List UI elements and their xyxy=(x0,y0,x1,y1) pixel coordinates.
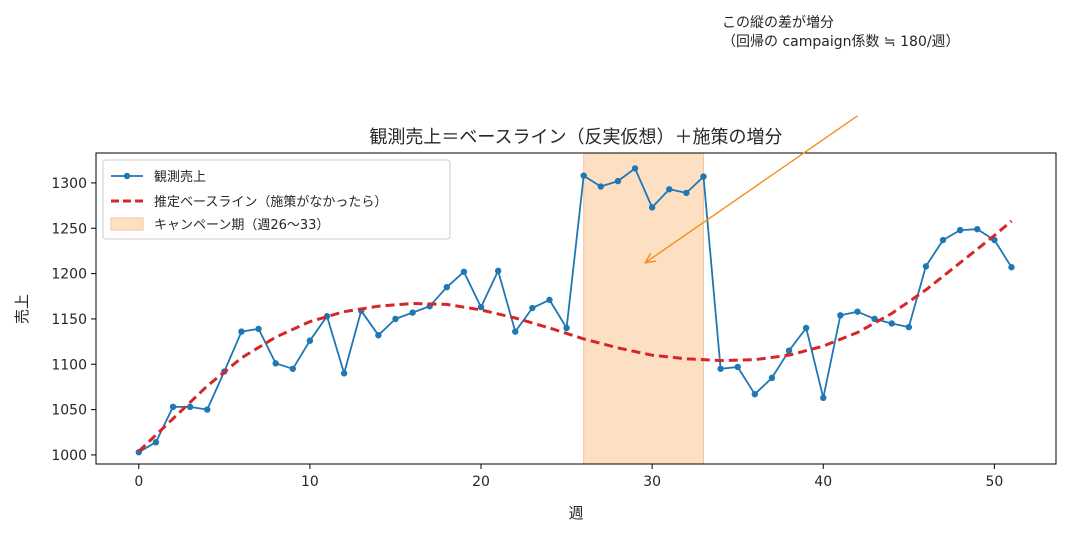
data-point-observed xyxy=(186,403,194,411)
x-tick-label: 40 xyxy=(814,474,832,490)
data-point-observed xyxy=(512,328,519,335)
data-point-observed xyxy=(580,172,587,179)
y-tick-label: 1300 xyxy=(51,176,87,192)
plot-frame xyxy=(95,152,1057,465)
data-point-observed xyxy=(922,263,930,270)
annotation-text-line1: この縦の差が増分 xyxy=(722,15,834,31)
y-tick-label: 1250 xyxy=(51,221,87,237)
annotation: この縦の差が増分 （回帰の campaign係数 ≒ 180/週） xyxy=(643,15,960,264)
data-point-observed xyxy=(905,323,913,331)
data-point-observed xyxy=(1008,264,1015,271)
annotation-arrow xyxy=(644,115,858,264)
series-layer xyxy=(135,165,1015,456)
data-point-observed xyxy=(238,328,245,335)
data-point-observed xyxy=(546,296,553,304)
x-tick-label: 0 xyxy=(134,474,143,490)
legend-frame xyxy=(102,159,451,240)
data-point-observed xyxy=(820,394,827,402)
axes-layer: 0 10 20 30 40 50 1000 1050 1100 1150 1200 1250 1300 xyxy=(51,152,1057,490)
data-point-observed xyxy=(169,403,177,411)
data-point-observed xyxy=(734,363,741,371)
data-point-observed xyxy=(785,347,793,354)
data-point-observed xyxy=(939,236,947,244)
y-tick-label: 1150 xyxy=(51,312,87,328)
data-point-observed xyxy=(477,303,485,311)
campaign-band xyxy=(583,152,704,465)
data-point-observed xyxy=(494,267,502,275)
x-tick-label: 50 xyxy=(985,474,1003,490)
x-tick-label: 30 xyxy=(643,474,661,490)
legend-swatch-campaign xyxy=(110,217,144,231)
annotation-arrow-head xyxy=(643,252,657,264)
data-point-observed xyxy=(888,320,895,327)
data-point-observed xyxy=(375,332,382,339)
data-point-observed xyxy=(409,309,416,316)
legend-label-baseline: 推定ベースライン（施策がなかったら） xyxy=(154,194,387,210)
series-line-baseline xyxy=(137,219,1013,453)
x-tick-label: 20 xyxy=(472,474,490,490)
data-point-observed xyxy=(529,304,536,312)
data-point-observed xyxy=(152,439,160,446)
data-point-observed xyxy=(837,312,844,319)
data-point-observed xyxy=(614,177,622,185)
y-tick-label: 1050 xyxy=(51,403,87,419)
data-point-observed xyxy=(648,204,656,211)
data-point-observed xyxy=(717,365,724,372)
data-point-observed xyxy=(974,225,981,233)
data-point-observed xyxy=(700,173,707,180)
annotation-text-line2: （回帰の campaign係数 ≒ 180/週） xyxy=(722,33,960,50)
legend-marker-observed xyxy=(123,172,131,180)
data-point-observed xyxy=(597,183,605,190)
legend-label-campaign: キャンペーン期（週26〜33） xyxy=(154,218,329,233)
data-point-observed xyxy=(392,315,399,323)
data-point-observed xyxy=(683,189,690,197)
data-point-observed xyxy=(768,374,776,382)
data-point-observed xyxy=(204,406,211,413)
data-point-observed xyxy=(631,165,639,172)
chart-title: 観測売上＝ベースライン（反実仮想）＋施策の増分 xyxy=(369,127,782,148)
data-point-observed xyxy=(443,283,451,291)
data-point-observed xyxy=(306,337,314,344)
series-line-observed xyxy=(138,167,1013,453)
data-point-observed xyxy=(563,324,570,332)
y-tick-label: 1100 xyxy=(51,357,87,373)
data-point-observed xyxy=(956,226,964,234)
y-tick-label: 1200 xyxy=(51,267,87,283)
x-axis-label: 週 xyxy=(568,504,583,522)
y-axis-label: 売上 xyxy=(13,294,31,324)
legend-label-observed: 観測売上 xyxy=(154,169,206,185)
data-point-observed xyxy=(666,186,673,193)
legend: 観測売上 推定ベースライン（施策がなかったら） キャンペーン期（週26〜33） xyxy=(102,159,451,240)
data-point-observed xyxy=(751,390,759,398)
data-point-observed xyxy=(802,324,810,332)
data-point-observed xyxy=(460,268,468,275)
data-point-observed xyxy=(340,370,348,377)
data-point-observed xyxy=(255,325,262,333)
campaign-band-layer xyxy=(583,152,704,465)
y-tick-label: 1000 xyxy=(51,448,87,464)
data-point-observed xyxy=(272,360,279,367)
data-point-observed xyxy=(854,308,861,315)
data-point-observed xyxy=(289,365,296,372)
x-tick-label: 10 xyxy=(301,474,319,490)
